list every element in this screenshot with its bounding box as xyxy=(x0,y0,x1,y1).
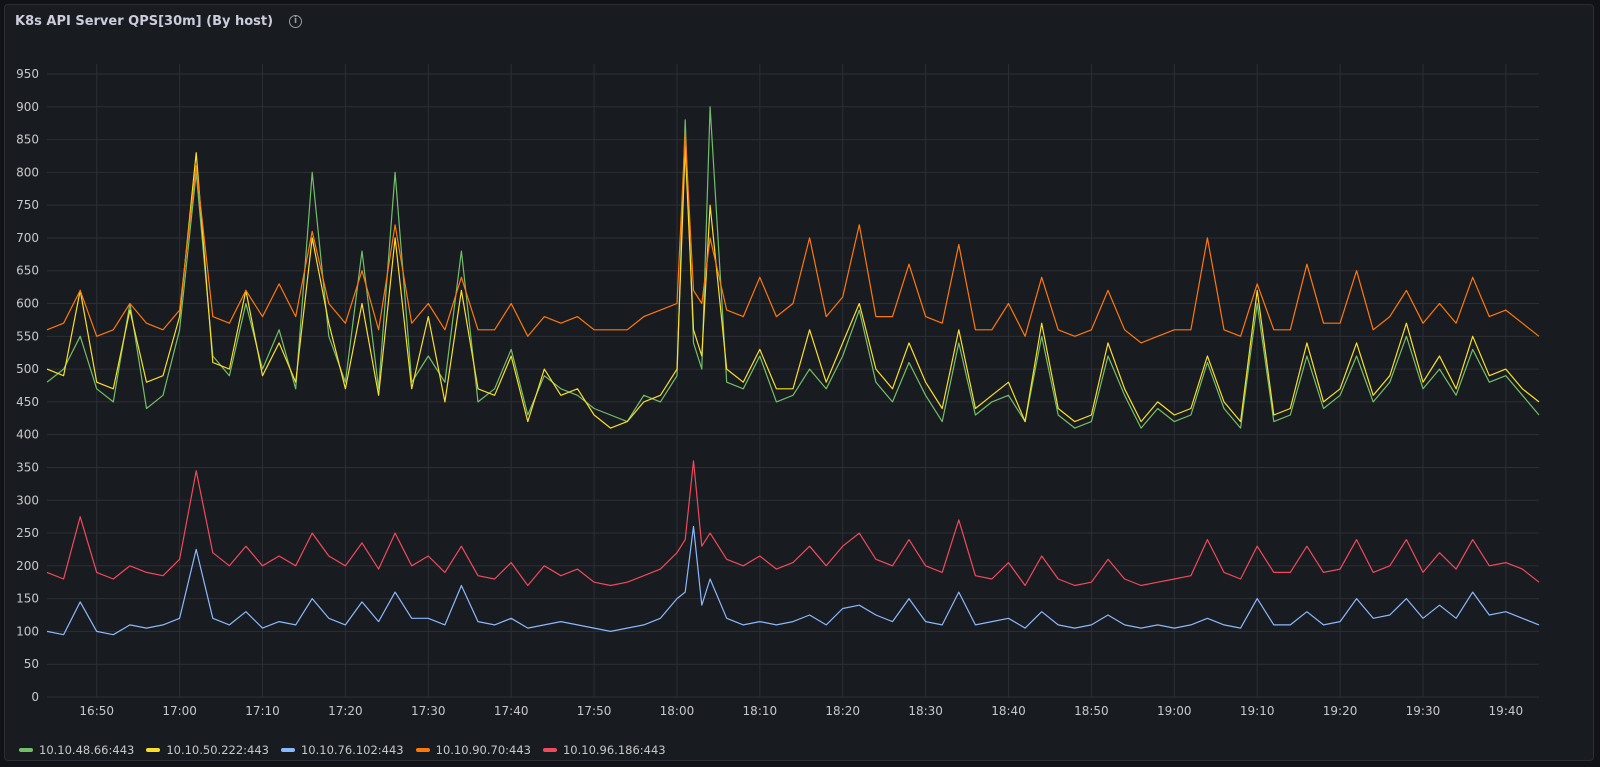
legend-label: 10.10.76.102:443 xyxy=(300,743,404,757)
x-tick-label: 18:30 xyxy=(908,704,943,718)
legend-swatch xyxy=(542,748,557,752)
panel-header[interactable]: K8s API Server QPS[30m] (By host) i xyxy=(5,5,1593,37)
y-tick-label: 550 xyxy=(16,329,39,343)
line-chart[interactable]: 0 50 100 150 200 250 300 350 400 450 500 550 600 650 7… xyxy=(5,5,1594,735)
x-tick-label: 18:40 xyxy=(991,704,1026,718)
y-tick-label: 450 xyxy=(16,395,39,409)
legend-label: 10.10.50.222:443 xyxy=(166,743,269,757)
x-tick-label: 17:40 xyxy=(494,704,529,718)
legend: 10.10.48.66:443 10.10.50.222:443 10.10.76.… xyxy=(19,743,666,757)
y-axis: 0 50 100 150 200 250 300 350 400 450 500 550 600 650 7… xyxy=(16,67,39,704)
x-tick-label: 17:00 xyxy=(162,704,197,718)
legend-item[interactable]: 10.10.50.222:443 xyxy=(146,743,269,757)
y-tick-label: 0 xyxy=(31,690,39,704)
legend-label: 10.10.96.186:443 xyxy=(562,743,666,757)
x-tick-label: 19:40 xyxy=(1489,704,1524,718)
x-tick-label: 17:10 xyxy=(245,704,280,718)
legend-label: 10.10.90.70:443 xyxy=(435,743,531,757)
x-tick-label: 17:50 xyxy=(577,704,612,718)
y-tick-label: 950 xyxy=(16,67,39,81)
panel-title: K8s API Server QPS[30m] (By host) xyxy=(15,13,274,29)
x-tick-label: 17:20 xyxy=(328,704,363,718)
series-line[interactable] xyxy=(46,106,1540,429)
x-tick-label: 18:50 xyxy=(1074,704,1109,718)
y-tick-label: 750 xyxy=(16,198,39,212)
x-tick-label: 18:10 xyxy=(743,704,778,718)
y-tick-label: 300 xyxy=(16,493,39,507)
x-tick-label: 19:20 xyxy=(1323,704,1358,718)
y-tick-label: 150 xyxy=(16,592,39,606)
y-tick-label: 350 xyxy=(16,460,39,474)
chart-panel: K8s API Server QPS[30m] (By host) i 0 50 1… xyxy=(4,4,1594,761)
y-tick-label: 850 xyxy=(16,133,39,147)
series-line[interactable] xyxy=(46,525,1540,636)
legend-label: 10.10.48.66:443 xyxy=(39,743,135,757)
legend-swatch xyxy=(146,748,161,752)
x-axis: 16:50 17:00 17:10 17:20 17:30 17:40 17:50 18:00… xyxy=(79,704,1523,718)
legend-item[interactable]: 10.10.48.66:443 xyxy=(19,743,134,757)
y-tick-label: 800 xyxy=(16,165,39,179)
x-tick-label: 18:20 xyxy=(825,704,860,718)
y-tick-label: 100 xyxy=(16,624,39,638)
x-tick-label: 19:00 xyxy=(1157,704,1192,718)
y-tick-label: 250 xyxy=(16,526,39,540)
y-tick-label: 200 xyxy=(16,559,39,573)
y-tick-label: 700 xyxy=(16,231,39,245)
y-tick-label: 400 xyxy=(16,428,39,442)
legend-swatch xyxy=(19,748,33,752)
grid-lines xyxy=(47,64,1539,698)
legend-item[interactable]: 10.10.96.186:443 xyxy=(542,743,666,757)
y-tick-label: 650 xyxy=(16,264,39,278)
x-tick-label: 19:10 xyxy=(1240,704,1275,718)
x-tick-label: 19:30 xyxy=(1406,704,1441,718)
y-tick-label: 50 xyxy=(24,657,39,671)
info-icon[interactable]: i xyxy=(289,14,303,28)
legend-item[interactable]: 10.10.76.102:443 xyxy=(280,743,404,757)
x-tick-label: 17:30 xyxy=(411,704,446,718)
x-tick-label: 18:00 xyxy=(660,704,695,718)
y-tick-label: 500 xyxy=(16,362,39,376)
series-line[interactable] xyxy=(46,460,1540,587)
legend-swatch xyxy=(280,748,295,752)
legend-swatch xyxy=(415,748,430,752)
legend-item[interactable]: 10.10.90.70:443 xyxy=(415,743,531,757)
series-line[interactable] xyxy=(46,132,1540,344)
series-lines xyxy=(46,106,1540,636)
y-tick-label: 900 xyxy=(16,100,39,114)
series-line[interactable] xyxy=(46,145,1540,429)
y-tick-label: 600 xyxy=(16,297,39,311)
x-tick-label: 16:50 xyxy=(79,704,114,718)
